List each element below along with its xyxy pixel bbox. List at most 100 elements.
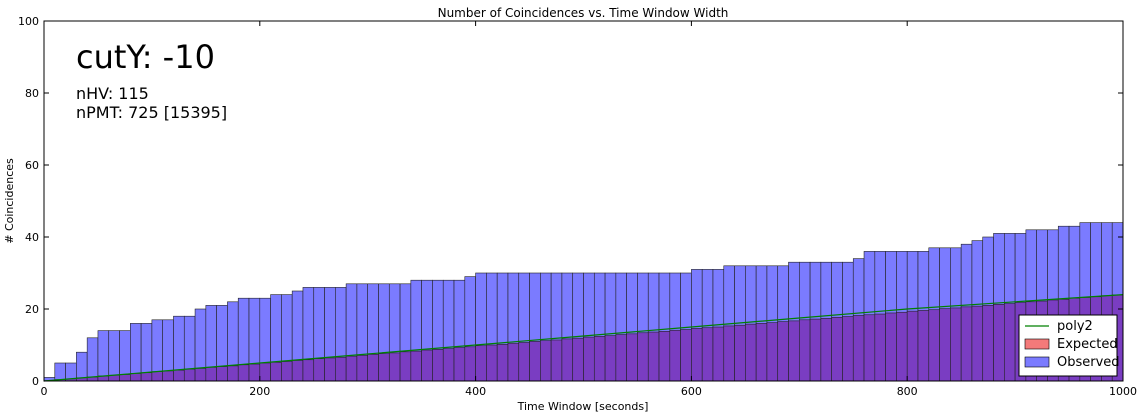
y-tick-label: 100 — [18, 15, 39, 28]
legend-swatch-expected — [1024, 338, 1050, 350]
x-tick-label: 800 — [897, 385, 918, 398]
bar-expected — [637, 332, 649, 382]
bar-expected — [831, 316, 843, 382]
bar-expected — [712, 326, 725, 382]
y-tick-label: 40 — [25, 231, 39, 244]
bar-expected — [432, 349, 444, 382]
bar-expected — [291, 360, 304, 382]
bar-expected — [669, 329, 681, 382]
bar-expected — [421, 349, 433, 382]
bar-expected — [237, 364, 250, 382]
bar-expected — [507, 342, 520, 382]
bar-expected — [971, 305, 984, 382]
bar-expected — [788, 320, 800, 382]
bar-expected — [205, 367, 217, 382]
bar-expected — [162, 370, 174, 382]
bar-expected — [583, 336, 595, 382]
bar-expected — [615, 334, 627, 382]
bar-expected — [518, 342, 530, 382]
y-tick-label: 60 — [25, 159, 39, 172]
bar-expected — [626, 333, 638, 382]
bar-expected — [798, 319, 811, 382]
bar-expected — [119, 374, 131, 382]
bar-expected — [658, 331, 671, 382]
bar-expected — [313, 358, 325, 382]
bar-observed — [76, 351, 88, 382]
bar-expected — [896, 311, 908, 382]
annotation-npmt: nPMT: 725 [15395] — [76, 103, 227, 122]
bar-expected — [842, 316, 854, 382]
bar-expected — [475, 345, 487, 382]
bar-expected — [960, 306, 973, 382]
bar-observed — [130, 323, 142, 382]
bar-expected — [399, 351, 412, 382]
bar-expected — [572, 337, 584, 382]
bar-expected — [259, 362, 271, 382]
bar-expected — [863, 314, 876, 382]
bar-expected — [604, 335, 617, 382]
bar-expected — [335, 356, 347, 382]
y-tick-label: 0 — [32, 375, 39, 388]
bar-expected — [561, 338, 574, 382]
y-tick-label: 20 — [25, 303, 39, 316]
plot-area — [43, 222, 1124, 382]
legend-label-expected: Expected — [1057, 337, 1118, 352]
bar-expected — [885, 312, 897, 382]
bar-expected — [917, 310, 930, 382]
bar-expected — [550, 339, 563, 382]
bar-expected — [593, 336, 606, 382]
bar-expected — [529, 341, 541, 382]
bar-expected — [388, 352, 401, 382]
bar-expected — [442, 348, 455, 382]
bar-expected — [993, 304, 1005, 382]
bar-expected — [723, 325, 735, 382]
bar-expected — [151, 371, 163, 382]
bar-expected — [691, 328, 703, 382]
bar-expected — [680, 329, 692, 382]
bar-expected — [809, 318, 822, 382]
bar-expected — [324, 357, 336, 382]
bar-expected — [183, 368, 196, 382]
bar-expected — [906, 310, 919, 382]
bar-expected — [356, 355, 369, 382]
bar-observed — [97, 330, 110, 382]
bar-expected — [302, 359, 315, 382]
annotation-cuty: cutY: -10 — [76, 38, 215, 76]
bar-expected — [464, 346, 476, 382]
bar-expected — [367, 354, 379, 382]
x-tick-label: 0 — [41, 385, 48, 398]
bar-expected — [378, 353, 390, 382]
bar-observed — [108, 330, 120, 382]
bar-expected — [108, 374, 120, 382]
line-poly2 — [43, 294, 1124, 382]
x-tick-label: 1000 — [1109, 385, 1137, 398]
bar-expected — [227, 365, 239, 382]
bar-expected — [777, 321, 789, 382]
bar-observed — [86, 337, 99, 382]
plot-frame — [43, 20, 1124, 382]
bar-expected — [701, 327, 714, 382]
y-axis-label: # Coincidences — [3, 158, 16, 244]
bar-expected — [140, 372, 153, 382]
y-tick-label: 80 — [25, 87, 39, 100]
bar-expected — [486, 344, 498, 382]
axis-ticks: 0 200 400 600 800 1000 0 20 40 60 80 100 — [18, 15, 1137, 398]
x-tick-label: 200 — [249, 385, 270, 398]
legend-label-poly2: poly2 — [1057, 319, 1093, 334]
bar-expected — [130, 373, 142, 382]
bar-expected — [453, 347, 466, 382]
legend-label-observed: Observed — [1057, 355, 1120, 370]
bar-expected — [216, 366, 228, 382]
bar-observed — [54, 362, 66, 382]
bar-expected — [1004, 303, 1016, 382]
bar-expected — [496, 343, 509, 382]
legend-swatch-observed — [1024, 356, 1050, 368]
bar-expected — [270, 361, 282, 382]
bar-expected — [928, 309, 940, 382]
bar-expected — [281, 361, 293, 382]
bar-expected — [982, 305, 994, 382]
bar-expected — [755, 323, 768, 382]
bar-expected — [852, 315, 865, 382]
bar-expected — [734, 324, 746, 382]
